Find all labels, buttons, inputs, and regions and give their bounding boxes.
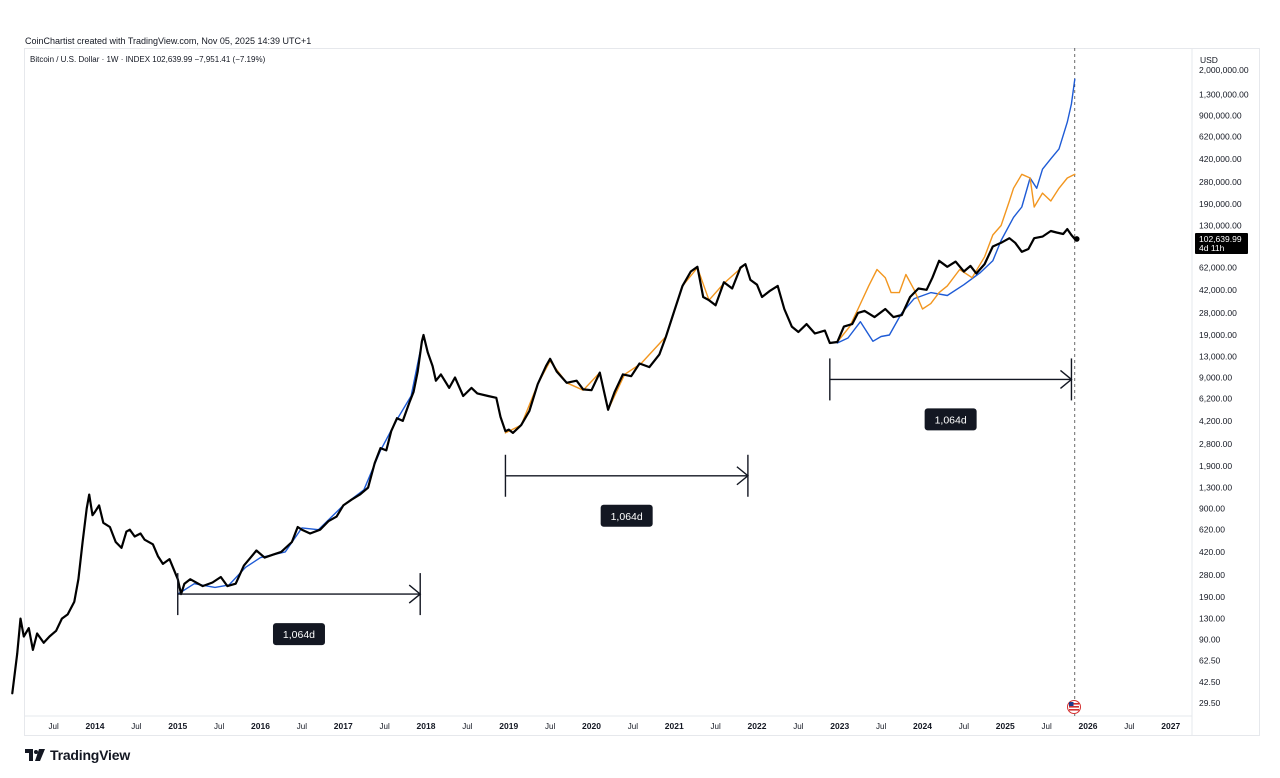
y-tick-label: 130,000.00	[1199, 221, 1242, 231]
y-tick-label: 2,800.00	[1199, 439, 1232, 449]
y-tick-label: 4,200.00	[1199, 416, 1232, 426]
y-tick-label: 900,000.00	[1199, 110, 1242, 120]
y-tick-label: 280,000.00	[1199, 177, 1242, 187]
chart-credit: CoinChartist created with TradingView.co…	[25, 36, 312, 46]
range-badge-label: 1,064d	[935, 414, 967, 426]
x-tick-label: 2024	[913, 721, 932, 731]
range-arrowhead	[408, 584, 422, 604]
projection-line-orange[interactable]	[504, 173, 1076, 434]
y-tick-label: 13,000.00	[1199, 352, 1237, 362]
y-tick-label: 1,300,000.00	[1199, 90, 1249, 100]
x-tick-label: Jul	[49, 722, 59, 731]
tradingview-logo-icon	[25, 749, 45, 761]
annotation-layer[interactable]: 1,064d 1,064d 1,064d	[177, 358, 1073, 646]
x-tick-label: Jul	[462, 722, 472, 731]
x-tick-label: Jul	[628, 722, 638, 731]
currency-label[interactable]: USD	[1200, 55, 1218, 65]
x-tick-label: 2014	[86, 721, 105, 731]
range-badge	[924, 408, 977, 431]
y-tick-label: 420,000.00	[1199, 154, 1242, 164]
x-tick-label: Jul	[297, 722, 307, 731]
x-tick-label: 2020	[582, 721, 601, 731]
x-axis[interactable]: Jul 2014 Jul 2015 Jul 2016 Jul 2017 Jul 2018 Jul 20…	[24, 715, 1192, 731]
x-tick-label: 2021	[665, 721, 684, 731]
x-tick-label: 2027	[1161, 721, 1180, 731]
y-tick-label: 420.00	[1199, 547, 1225, 557]
x-tick-label: Jul	[214, 722, 224, 731]
y-tick-label: 620,000.00	[1199, 132, 1242, 142]
y-tick-label: 6,200.00	[1199, 394, 1232, 404]
range-arrowhead	[736, 466, 750, 486]
last-price-value: 102,639.99	[1199, 234, 1242, 244]
x-tick-label: 2022	[748, 721, 767, 731]
y-tick-label: 90.00	[1199, 635, 1221, 645]
range-badge-label: 1,064d	[611, 511, 643, 523]
y-tick-label: 280.00	[1199, 570, 1225, 580]
y-tick-label: 130.00	[1199, 614, 1225, 624]
y-tick-label: 620.00	[1199, 525, 1225, 535]
last-price-dot	[1073, 236, 1080, 242]
x-tick-label: 2016	[251, 721, 270, 731]
range-badge-label: 1,064d	[283, 629, 315, 641]
price-line[interactable]	[11, 228, 1076, 695]
x-tick-label: Jul	[711, 722, 721, 731]
symbol-legend[interactable]: Bitcoin / U.S. Dollar · 1W · INDEX 102,6…	[30, 55, 266, 64]
x-tick-label: 2017	[334, 721, 353, 731]
chart-frame	[24, 48, 1260, 736]
last-price-tag-box	[1195, 232, 1248, 254]
x-tick-label: 2018	[417, 721, 436, 731]
tradingview-wordmark: TradingView	[50, 747, 131, 763]
y-tick-label: 62,000.00	[1199, 263, 1237, 273]
last-price-tag: 102,639.99 4d 11h	[1195, 232, 1248, 254]
y-tick-label: 29.50	[1199, 698, 1221, 708]
y-tick-label: 900.00	[1199, 504, 1225, 514]
x-tick-label: Jul	[959, 722, 969, 731]
y-axis[interactable]: 2,000,000.00 1,300,000.00 900,000.00 620,00…	[1191, 48, 1249, 735]
x-tick-label: Jul	[876, 722, 886, 731]
y-tick-label: 1,300.00	[1199, 483, 1232, 493]
x-tick-label: Jul	[793, 722, 803, 731]
x-tick-label: 2025	[996, 721, 1015, 731]
tradingview-logo[interactable]: TradingView	[25, 747, 130, 763]
range-badge	[600, 504, 653, 527]
date-range-measure[interactable]: 1,064d	[177, 573, 422, 646]
us-flag-icon[interactable]	[1067, 700, 1081, 714]
date-range-measure[interactable]: 1,064d	[829, 358, 1073, 431]
y-tick-label: 28,000.00	[1199, 308, 1237, 318]
range-badge	[272, 623, 325, 646]
y-tick-label: 2,000,000.00	[1199, 65, 1249, 75]
x-tick-label: 2026	[1079, 721, 1098, 731]
y-tick-label: 19,000.00	[1199, 330, 1237, 340]
x-tick-label: Jul	[1042, 722, 1052, 731]
y-tick-label: 62.50	[1199, 655, 1221, 665]
y-tick-label: 42,000.00	[1199, 285, 1237, 295]
date-range-measure[interactable]: 1,064d	[504, 454, 750, 527]
x-tick-label: Jul	[1124, 722, 1134, 731]
x-tick-label: 2023	[830, 721, 849, 731]
y-tick-label: 1,900.00	[1199, 461, 1232, 471]
x-tick-label: Jul	[380, 722, 390, 731]
x-tick-label: 2015	[168, 721, 187, 731]
bar-countdown: 4d 11h	[1199, 243, 1225, 253]
series-layer[interactable]	[11, 78, 1080, 695]
y-tick-label: 190.00	[1199, 592, 1225, 602]
range-arrowhead	[1060, 369, 1073, 389]
y-tick-label: 190,000.00	[1199, 199, 1242, 209]
y-tick-label: 42.50	[1199, 677, 1221, 687]
x-tick-label: Jul	[131, 722, 141, 731]
x-tick-label: Jul	[545, 722, 555, 731]
x-tick-label: 2019	[499, 721, 518, 731]
y-tick-label: 9,000.00	[1199, 372, 1232, 382]
